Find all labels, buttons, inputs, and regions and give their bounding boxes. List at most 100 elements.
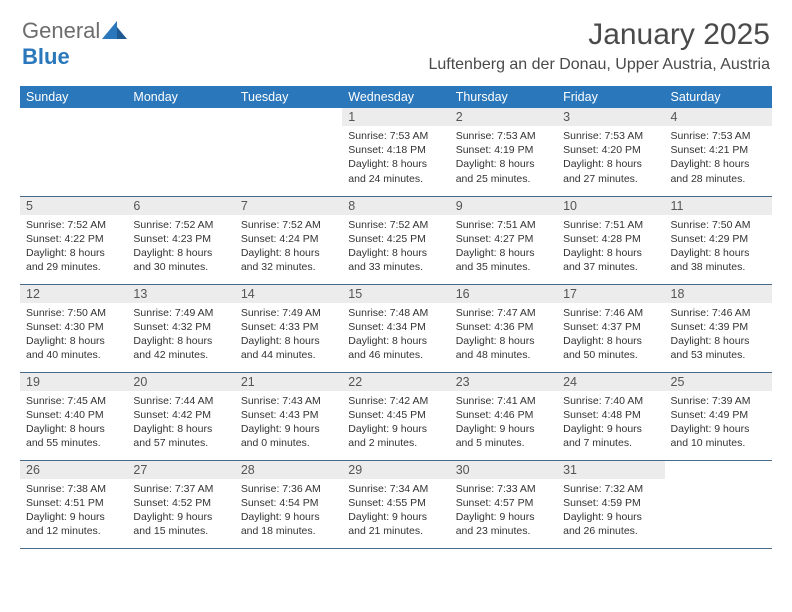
calendar-cell	[235, 108, 342, 196]
day-number: 29	[342, 461, 449, 479]
calendar-week-row: 1Sunrise: 7:53 AMSunset: 4:18 PMDaylight…	[20, 108, 772, 196]
calendar-cell: 26Sunrise: 7:38 AMSunset: 4:51 PMDayligh…	[20, 460, 127, 548]
day-number-empty	[235, 108, 342, 126]
day-number: 27	[127, 461, 234, 479]
calendar-cell: 27Sunrise: 7:37 AMSunset: 4:52 PMDayligh…	[127, 460, 234, 548]
day-details: Sunrise: 7:50 AMSunset: 4:30 PMDaylight:…	[20, 303, 127, 367]
day-number: 2	[450, 108, 557, 126]
day-details: Sunrise: 7:46 AMSunset: 4:39 PMDaylight:…	[665, 303, 772, 367]
day-number-empty	[127, 108, 234, 126]
calendar-table: Sunday Monday Tuesday Wednesday Thursday…	[20, 86, 772, 549]
day-number: 6	[127, 197, 234, 215]
calendar-cell: 16Sunrise: 7:47 AMSunset: 4:36 PMDayligh…	[450, 284, 557, 372]
day-number: 11	[665, 197, 772, 215]
calendar-week-row: 12Sunrise: 7:50 AMSunset: 4:30 PMDayligh…	[20, 284, 772, 372]
day-details: Sunrise: 7:40 AMSunset: 4:48 PMDaylight:…	[557, 391, 664, 455]
day-header: Friday	[557, 86, 664, 108]
calendar-cell	[20, 108, 127, 196]
calendar-week-row: 5Sunrise: 7:52 AMSunset: 4:22 PMDaylight…	[20, 196, 772, 284]
calendar-week-row: 19Sunrise: 7:45 AMSunset: 4:40 PMDayligh…	[20, 372, 772, 460]
calendar-cell: 24Sunrise: 7:40 AMSunset: 4:48 PMDayligh…	[557, 372, 664, 460]
calendar-week-row: 26Sunrise: 7:38 AMSunset: 4:51 PMDayligh…	[20, 460, 772, 548]
calendar-cell: 3Sunrise: 7:53 AMSunset: 4:20 PMDaylight…	[557, 108, 664, 196]
day-number: 28	[235, 461, 342, 479]
day-number: 13	[127, 285, 234, 303]
calendar-cell: 22Sunrise: 7:42 AMSunset: 4:45 PMDayligh…	[342, 372, 449, 460]
calendar-cell: 11Sunrise: 7:50 AMSunset: 4:29 PMDayligh…	[665, 196, 772, 284]
day-details: Sunrise: 7:34 AMSunset: 4:55 PMDaylight:…	[342, 479, 449, 543]
day-header: Sunday	[20, 86, 127, 108]
day-header: Monday	[127, 86, 234, 108]
day-header: Tuesday	[235, 86, 342, 108]
calendar-cell: 4Sunrise: 7:53 AMSunset: 4:21 PMDaylight…	[665, 108, 772, 196]
day-number-empty	[665, 461, 772, 479]
day-number: 25	[665, 373, 772, 391]
day-details: Sunrise: 7:32 AMSunset: 4:59 PMDaylight:…	[557, 479, 664, 543]
day-number-empty	[20, 108, 127, 126]
day-number: 23	[450, 373, 557, 391]
day-details: Sunrise: 7:49 AMSunset: 4:32 PMDaylight:…	[127, 303, 234, 367]
calendar-cell: 29Sunrise: 7:34 AMSunset: 4:55 PMDayligh…	[342, 460, 449, 548]
calendar-cell: 1Sunrise: 7:53 AMSunset: 4:18 PMDaylight…	[342, 108, 449, 196]
calendar-cell: 9Sunrise: 7:51 AMSunset: 4:27 PMDaylight…	[450, 196, 557, 284]
calendar-cell: 13Sunrise: 7:49 AMSunset: 4:32 PMDayligh…	[127, 284, 234, 372]
day-number: 19	[20, 373, 127, 391]
calendar-cell: 18Sunrise: 7:46 AMSunset: 4:39 PMDayligh…	[665, 284, 772, 372]
day-details: Sunrise: 7:47 AMSunset: 4:36 PMDaylight:…	[450, 303, 557, 367]
calendar-cell: 21Sunrise: 7:43 AMSunset: 4:43 PMDayligh…	[235, 372, 342, 460]
calendar-cell: 31Sunrise: 7:32 AMSunset: 4:59 PMDayligh…	[557, 460, 664, 548]
logo-triangle-icon	[102, 21, 128, 41]
day-details: Sunrise: 7:51 AMSunset: 4:28 PMDaylight:…	[557, 215, 664, 279]
month-title: January 2025	[428, 18, 770, 52]
day-details: Sunrise: 7:33 AMSunset: 4:57 PMDaylight:…	[450, 479, 557, 543]
day-number: 16	[450, 285, 557, 303]
day-number: 4	[665, 108, 772, 126]
day-details: Sunrise: 7:39 AMSunset: 4:49 PMDaylight:…	[665, 391, 772, 455]
day-header: Wednesday	[342, 86, 449, 108]
calendar-cell: 2Sunrise: 7:53 AMSunset: 4:19 PMDaylight…	[450, 108, 557, 196]
day-details: Sunrise: 7:45 AMSunset: 4:40 PMDaylight:…	[20, 391, 127, 455]
day-number: 24	[557, 373, 664, 391]
day-number: 31	[557, 461, 664, 479]
calendar-cell: 28Sunrise: 7:36 AMSunset: 4:54 PMDayligh…	[235, 460, 342, 548]
day-details: Sunrise: 7:52 AMSunset: 4:23 PMDaylight:…	[127, 215, 234, 279]
day-header-row: Sunday Monday Tuesday Wednesday Thursday…	[20, 86, 772, 108]
day-details: Sunrise: 7:44 AMSunset: 4:42 PMDaylight:…	[127, 391, 234, 455]
day-details: Sunrise: 7:38 AMSunset: 4:51 PMDaylight:…	[20, 479, 127, 543]
day-details: Sunrise: 7:53 AMSunset: 4:20 PMDaylight:…	[557, 126, 664, 190]
day-details: Sunrise: 7:49 AMSunset: 4:33 PMDaylight:…	[235, 303, 342, 367]
day-number: 18	[665, 285, 772, 303]
day-header: Thursday	[450, 86, 557, 108]
header: General January 2025 Luftenberg an der D…	[0, 0, 792, 78]
day-details: Sunrise: 7:52 AMSunset: 4:25 PMDaylight:…	[342, 215, 449, 279]
day-details: Sunrise: 7:46 AMSunset: 4:37 PMDaylight:…	[557, 303, 664, 367]
calendar-cell: 8Sunrise: 7:52 AMSunset: 4:25 PMDaylight…	[342, 196, 449, 284]
day-number: 7	[235, 197, 342, 215]
calendar-cell: 23Sunrise: 7:41 AMSunset: 4:46 PMDayligh…	[450, 372, 557, 460]
calendar-cell: 25Sunrise: 7:39 AMSunset: 4:49 PMDayligh…	[665, 372, 772, 460]
logo: General	[22, 18, 130, 44]
day-number: 12	[20, 285, 127, 303]
day-number: 5	[20, 197, 127, 215]
day-details: Sunrise: 7:48 AMSunset: 4:34 PMDaylight:…	[342, 303, 449, 367]
day-number: 3	[557, 108, 664, 126]
day-details: Sunrise: 7:42 AMSunset: 4:45 PMDaylight:…	[342, 391, 449, 455]
calendar-cell: 10Sunrise: 7:51 AMSunset: 4:28 PMDayligh…	[557, 196, 664, 284]
location-subtitle: Luftenberg an der Donau, Upper Austria, …	[428, 56, 770, 74]
calendar-cell: 12Sunrise: 7:50 AMSunset: 4:30 PMDayligh…	[20, 284, 127, 372]
calendar-cell: 20Sunrise: 7:44 AMSunset: 4:42 PMDayligh…	[127, 372, 234, 460]
day-number: 9	[450, 197, 557, 215]
day-details: Sunrise: 7:43 AMSunset: 4:43 PMDaylight:…	[235, 391, 342, 455]
logo-text-blue: Blue	[22, 44, 70, 69]
calendar-cell	[127, 108, 234, 196]
day-details: Sunrise: 7:52 AMSunset: 4:22 PMDaylight:…	[20, 215, 127, 279]
calendar-cell: 5Sunrise: 7:52 AMSunset: 4:22 PMDaylight…	[20, 196, 127, 284]
calendar-cell: 30Sunrise: 7:33 AMSunset: 4:57 PMDayligh…	[450, 460, 557, 548]
day-details: Sunrise: 7:37 AMSunset: 4:52 PMDaylight:…	[127, 479, 234, 543]
day-number: 30	[450, 461, 557, 479]
day-number: 10	[557, 197, 664, 215]
day-details: Sunrise: 7:41 AMSunset: 4:46 PMDaylight:…	[450, 391, 557, 455]
calendar-cell: 19Sunrise: 7:45 AMSunset: 4:40 PMDayligh…	[20, 372, 127, 460]
calendar-cell	[665, 460, 772, 548]
day-header: Saturday	[665, 86, 772, 108]
